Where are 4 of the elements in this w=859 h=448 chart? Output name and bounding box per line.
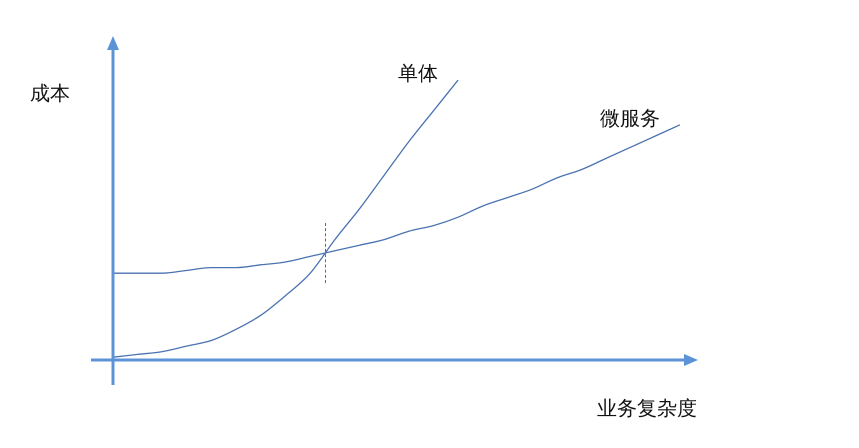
x-axis-title: 业务复杂度: [597, 396, 697, 420]
y-axis-title: 成本: [30, 81, 70, 106]
series-label: 单体: [398, 61, 438, 86]
series-label: 微服务: [600, 106, 660, 130]
